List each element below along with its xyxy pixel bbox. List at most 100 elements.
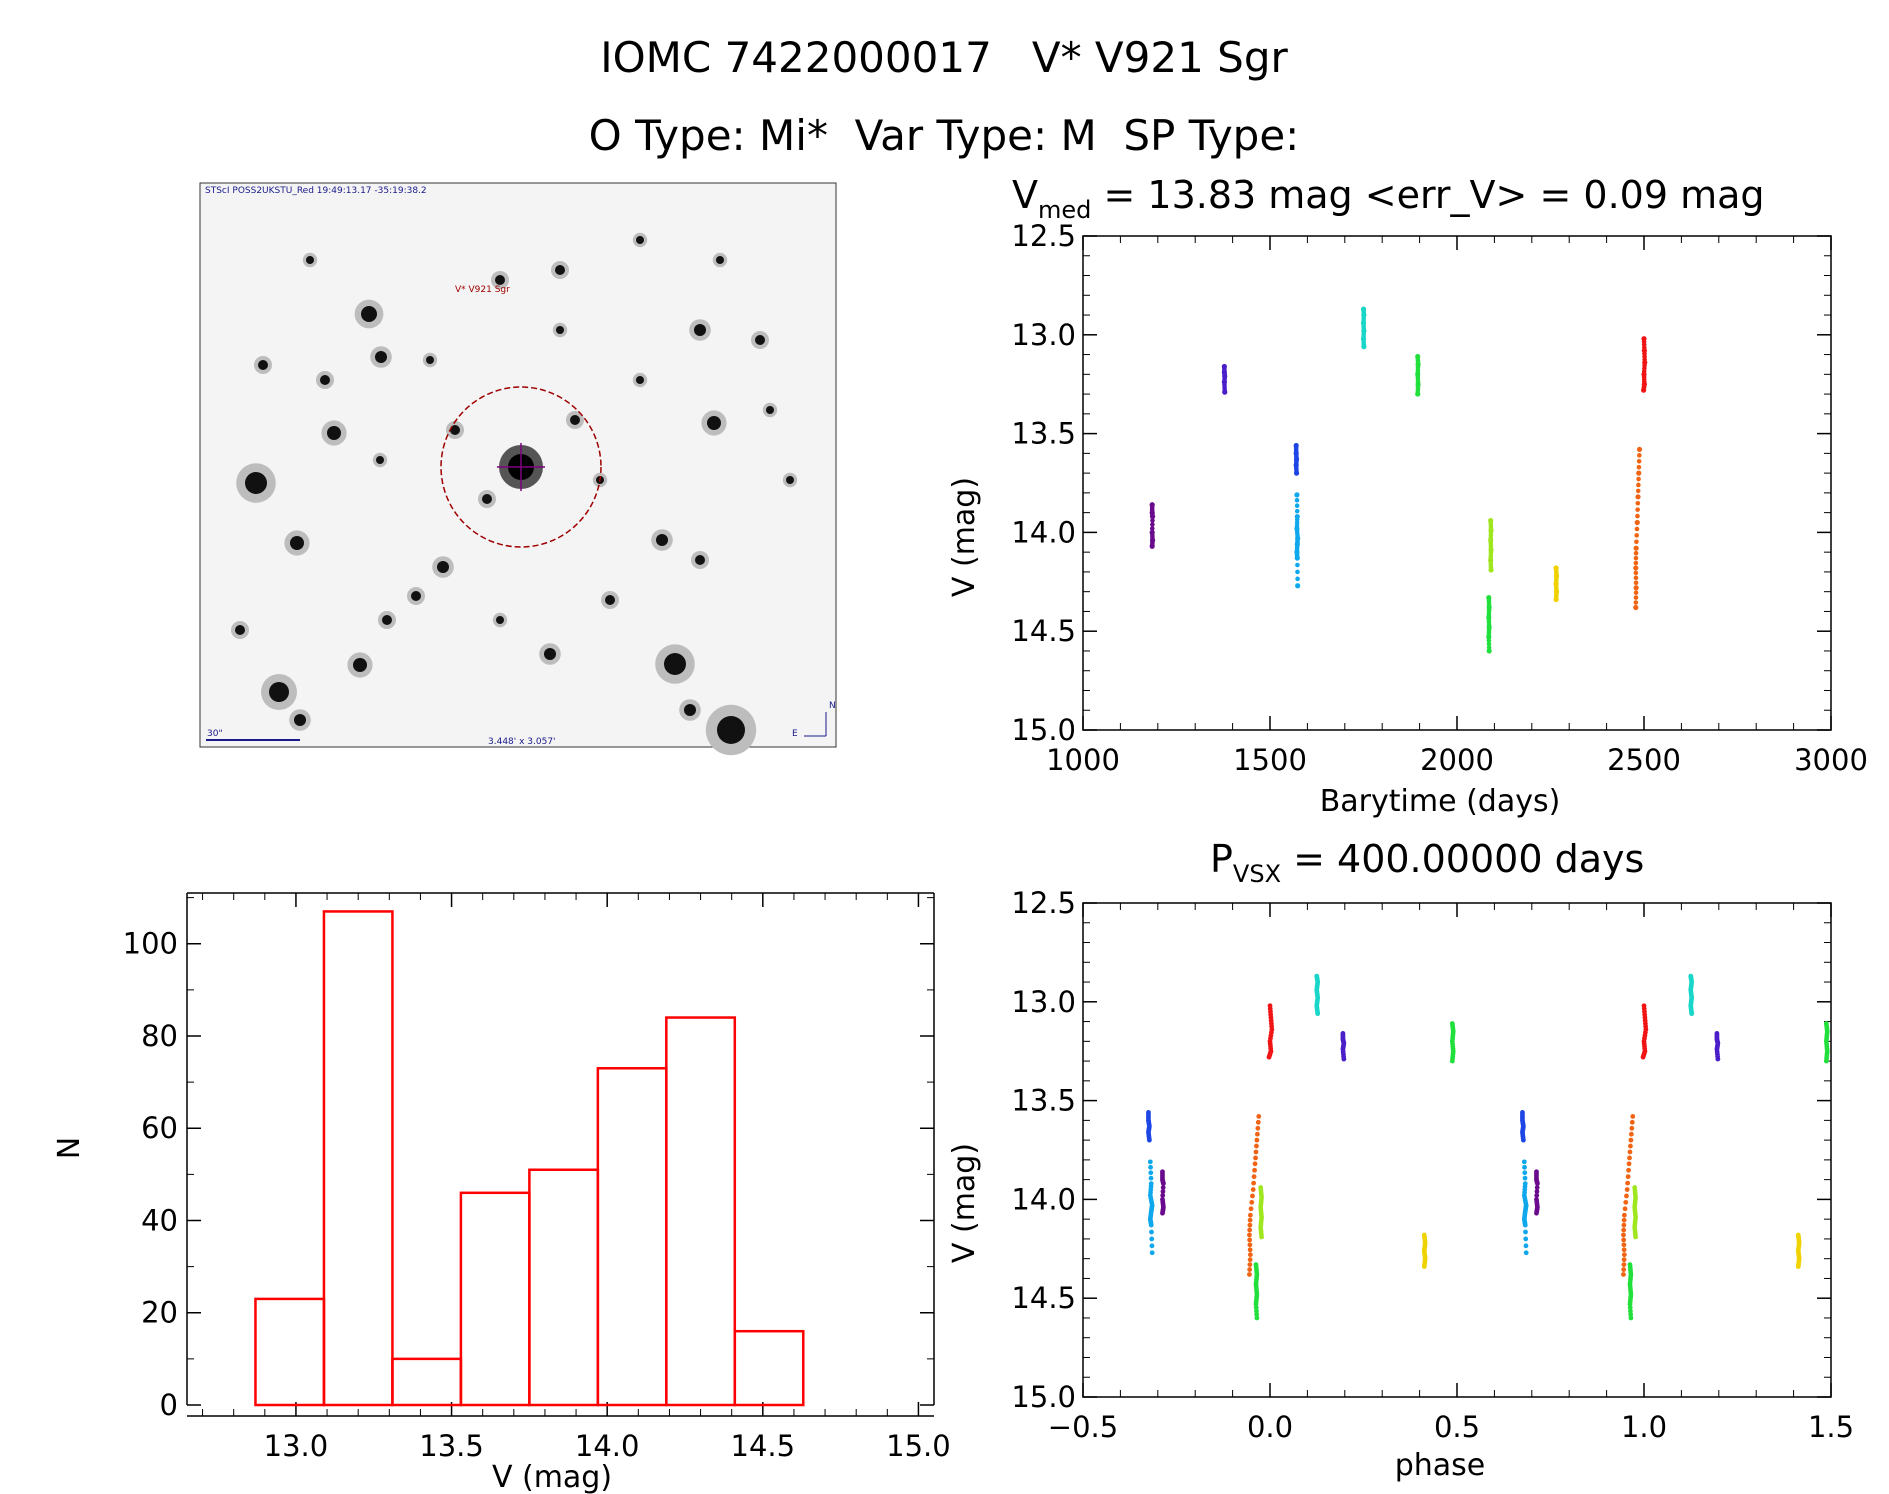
phased-point xyxy=(1254,1315,1260,1321)
lightcurve-point xyxy=(1636,476,1641,482)
phased-point xyxy=(1621,1227,1627,1233)
finder-star xyxy=(636,376,644,384)
phased-xlabel: phase xyxy=(1395,1448,1486,1483)
lightcurve-point xyxy=(1486,632,1492,637)
lightcurve-point xyxy=(1634,526,1640,532)
phased-point xyxy=(1621,1272,1626,1277)
finder-star xyxy=(684,704,696,716)
phased-point xyxy=(1268,1012,1274,1018)
phased-point xyxy=(1626,1167,1631,1173)
lightcurve-point xyxy=(1295,576,1300,582)
x-tick-label: 13.5 xyxy=(419,1429,484,1463)
phased-point xyxy=(1621,1237,1627,1243)
finder-star xyxy=(411,591,421,601)
phased-point xyxy=(1523,1250,1529,1256)
x-tick-label: 13.0 xyxy=(264,1429,329,1463)
finder-star xyxy=(245,472,267,494)
phased-point xyxy=(1621,1262,1627,1268)
histogram-bar xyxy=(322,910,394,1407)
lightcurve-point xyxy=(1361,334,1366,340)
lightcurve-point xyxy=(1634,519,1640,526)
phased-point xyxy=(1247,1267,1253,1272)
phased-point xyxy=(1628,1289,1634,1295)
lightcurve-point xyxy=(1222,378,1227,384)
phased-point xyxy=(1689,1009,1694,1015)
phased-point xyxy=(1254,1308,1259,1314)
y-tick-label: 0 xyxy=(160,1388,178,1422)
finder-star xyxy=(495,275,505,285)
phased-point xyxy=(1160,1185,1166,1190)
finder-star xyxy=(716,256,724,264)
lightcurve-point xyxy=(1295,540,1300,546)
lightcurve-point xyxy=(1150,518,1155,523)
phased-point xyxy=(1641,1053,1646,1059)
phased-point xyxy=(1523,1236,1529,1242)
phased-point xyxy=(1254,1289,1260,1295)
lightcurve-point xyxy=(1633,570,1639,576)
phased-point xyxy=(1642,1012,1648,1018)
y-tick-label: 13.5 xyxy=(1011,1084,1076,1118)
phased-point xyxy=(1643,1024,1649,1029)
x-tick-label: 2000 xyxy=(1420,743,1494,777)
phased-point xyxy=(1254,1312,1260,1317)
lightcurve-axes: 1000 1500 2000 2500 3000 12.5 13.0 13.5 14.0 14.5… xyxy=(1011,219,1867,777)
phased-point xyxy=(1632,1202,1638,1208)
phased-point xyxy=(1715,1054,1721,1060)
lightcurve-point xyxy=(1486,638,1492,643)
phased-point xyxy=(1255,1125,1261,1131)
north-label: N xyxy=(829,701,836,711)
lightcurve-point xyxy=(1293,449,1299,454)
phased-point xyxy=(1520,1135,1526,1141)
phased-point xyxy=(1534,1202,1540,1208)
phased-point xyxy=(1146,1128,1152,1134)
lightcurve-point xyxy=(1486,645,1492,650)
phased-point xyxy=(1269,1024,1275,1029)
phased-point xyxy=(1148,1214,1153,1220)
finder-star xyxy=(327,426,341,440)
y-tick-label: 15.0 xyxy=(1011,713,1076,747)
finder-star xyxy=(605,595,615,605)
phased-point xyxy=(1268,1046,1274,1052)
phased-point xyxy=(1796,1262,1801,1268)
phased-point xyxy=(1250,1193,1255,1199)
lightcurve-point xyxy=(1361,342,1367,347)
phased-point xyxy=(1523,1229,1528,1235)
finder-star xyxy=(544,648,556,660)
y-tick-label: 14.0 xyxy=(1011,515,1076,549)
lightcurve-point xyxy=(1294,554,1300,559)
phased-point xyxy=(1522,1214,1527,1220)
phased-point xyxy=(1247,1262,1253,1268)
finder-star xyxy=(294,714,306,726)
phased-point xyxy=(1521,1159,1527,1165)
x-tick-label: 15.0 xyxy=(886,1429,951,1463)
phased-point xyxy=(1534,1193,1540,1198)
phased-point xyxy=(1621,1247,1627,1253)
phased-point xyxy=(1256,1114,1262,1119)
phased-point xyxy=(1642,1035,1647,1041)
histogram-bar xyxy=(528,1168,600,1407)
lightcurve-point xyxy=(1641,379,1647,385)
phased-point xyxy=(1258,1202,1264,1208)
lightcurve-point xyxy=(1150,513,1155,518)
lightcurve-xlabel: Barytime (days) xyxy=(1320,784,1561,819)
phased-point xyxy=(1626,1161,1632,1167)
lightcurve-ylabel: V (mag) xyxy=(947,477,982,597)
lightcurve-point xyxy=(1553,595,1559,600)
phased-point xyxy=(1146,1135,1152,1141)
phased-point xyxy=(1627,1305,1633,1310)
phased-point xyxy=(1522,1221,1528,1227)
lightcurve-point xyxy=(1633,575,1639,581)
phased-point xyxy=(1149,1243,1155,1249)
phased-point xyxy=(1621,1232,1626,1238)
y-tick-label: 100 xyxy=(123,927,178,961)
phased-point xyxy=(1642,1046,1648,1052)
phased-point xyxy=(1796,1246,1801,1252)
lightcurve-point xyxy=(1553,579,1559,585)
finder-star xyxy=(375,351,387,363)
x-tick-label: 14.5 xyxy=(731,1429,796,1463)
finder-scale-label: 30" xyxy=(207,729,223,739)
phased-point xyxy=(1252,1161,1258,1167)
lightcurve-title: Vmed = 13.83 mag <err_V> = 0.09 mag xyxy=(1012,173,1765,224)
finder-star xyxy=(556,326,564,334)
finder-star xyxy=(258,360,268,370)
